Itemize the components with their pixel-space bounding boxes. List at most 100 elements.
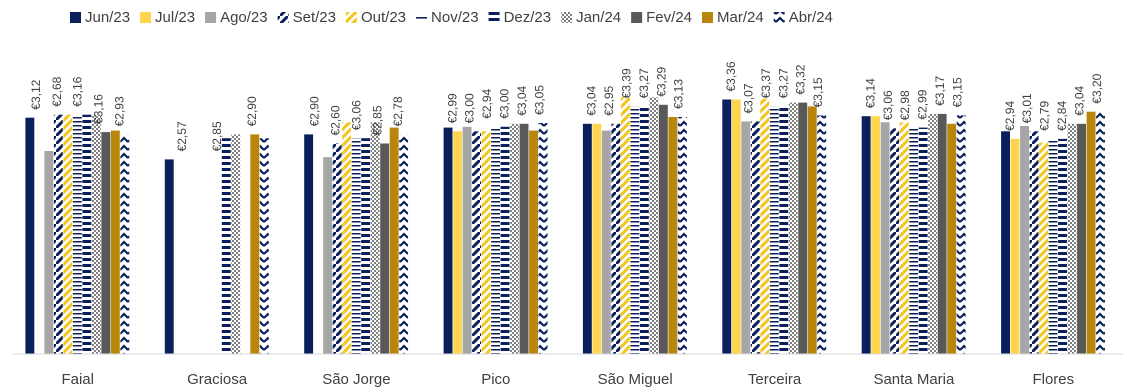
bar xyxy=(389,127,399,354)
bar xyxy=(342,122,352,354)
category-label: São Jorge xyxy=(322,371,390,388)
bar xyxy=(1029,131,1039,354)
data-label: €3,15 xyxy=(811,77,825,107)
legend-label: Abr/24 xyxy=(789,9,833,26)
legend-item: Abr/24 xyxy=(773,9,833,26)
category-label: Flores xyxy=(1032,371,1074,388)
bar xyxy=(1001,131,1010,354)
bar xyxy=(1086,111,1096,354)
bar xyxy=(817,115,827,355)
bar xyxy=(304,134,314,354)
data-label: €3,01 xyxy=(1020,93,1034,123)
bar xyxy=(110,130,120,354)
data-label: €2,78 xyxy=(391,96,405,126)
legend-item: Set/23 xyxy=(277,9,336,26)
bar xyxy=(259,138,269,354)
legend-item: Nov/23 xyxy=(416,9,479,26)
bar xyxy=(481,131,491,354)
data-label: €3,17 xyxy=(933,76,947,106)
data-label: €2,94 xyxy=(1003,101,1017,131)
category-label: Santa Maria xyxy=(873,371,955,388)
legend-label: Dez/23 xyxy=(504,9,552,26)
legend-item: Jun/23 xyxy=(70,9,130,26)
bar xyxy=(592,123,602,354)
bar xyxy=(890,128,900,354)
bar xyxy=(750,121,760,354)
bar xyxy=(361,138,371,354)
data-label: €3,37 xyxy=(759,68,773,98)
legend-item: Out/23 xyxy=(346,9,406,26)
bar xyxy=(731,99,741,354)
bar xyxy=(221,138,231,354)
data-label: €3,04 xyxy=(1072,85,1086,115)
bar xyxy=(472,131,481,354)
data-label: €2,79 xyxy=(1038,101,1052,131)
data-label: €3,39 xyxy=(620,68,634,98)
data-label: €3,36 xyxy=(724,61,738,91)
data-label: €3,06 xyxy=(881,90,895,120)
legend-swatch xyxy=(205,12,217,23)
bar xyxy=(928,113,938,355)
legend-swatch xyxy=(277,12,289,23)
data-label: €3,32 xyxy=(794,64,808,94)
legend-swatch xyxy=(702,12,713,23)
data-label: €3,04 xyxy=(585,85,599,115)
bar xyxy=(639,106,649,355)
data-label: €3,00 xyxy=(498,88,512,118)
chart-legend: Jun/23 Jul/23 Ago/23 Set/23 Out/23 Nov/23 Dez/… xyxy=(70,9,833,26)
bar xyxy=(798,102,808,354)
bar xyxy=(880,122,890,354)
legend-item: Jul/23 xyxy=(140,9,195,26)
bar xyxy=(1096,111,1105,354)
data-label: €2,95 xyxy=(602,85,616,115)
bar xyxy=(519,123,529,354)
bar xyxy=(25,117,35,354)
bar xyxy=(443,127,453,354)
legend-swatch xyxy=(561,12,573,23)
legend-swatch xyxy=(773,12,785,23)
legend-item: Mar/24 xyxy=(702,9,764,26)
bar xyxy=(760,98,770,354)
bar xyxy=(351,138,361,354)
data-label: €3,14 xyxy=(863,78,877,108)
data-label: €2,93 xyxy=(113,96,127,126)
bar xyxy=(462,126,472,354)
chart-data-labels: €3,12 €2,68 €3,16 €3,16 €2,93 €2,57 €2,85 €2,90… xyxy=(29,61,1104,151)
bar xyxy=(1058,138,1067,354)
bar xyxy=(947,123,957,354)
bar xyxy=(380,143,390,354)
chart-category-labels: Faial Graciosa São Jorge Pico São Miguel Terc… xyxy=(61,371,1074,388)
data-label: €3,04 xyxy=(515,85,529,115)
legend-swatch xyxy=(416,17,428,19)
bar xyxy=(601,130,611,354)
legend-swatch xyxy=(488,12,500,23)
data-label: €2,94 xyxy=(480,88,494,118)
bar xyxy=(120,134,130,354)
bar xyxy=(611,123,621,354)
data-label: €2,99 xyxy=(916,89,930,119)
bar xyxy=(918,127,928,354)
bar xyxy=(620,97,630,355)
bar xyxy=(909,128,919,354)
bar xyxy=(44,151,54,354)
legend-label: Nov/23 xyxy=(431,9,479,26)
bar xyxy=(779,106,789,355)
legend-swatch xyxy=(70,12,81,23)
bar xyxy=(1067,123,1077,354)
data-label: €3,27 xyxy=(637,68,651,98)
bar xyxy=(538,123,548,354)
bar xyxy=(101,132,111,354)
legend-label: Jul/23 xyxy=(155,9,195,26)
data-label: €3,16 xyxy=(71,76,85,106)
bar xyxy=(53,114,63,354)
bar xyxy=(668,117,678,354)
data-label: €3,27 xyxy=(776,68,790,98)
legend-item: Dez/23 xyxy=(488,9,552,26)
bar xyxy=(1077,123,1086,354)
bar xyxy=(871,116,881,354)
data-label: €2,60 xyxy=(329,105,343,135)
bar xyxy=(1039,142,1048,354)
category-label: Terceira xyxy=(748,371,802,388)
data-label: €3,00 xyxy=(463,93,477,123)
